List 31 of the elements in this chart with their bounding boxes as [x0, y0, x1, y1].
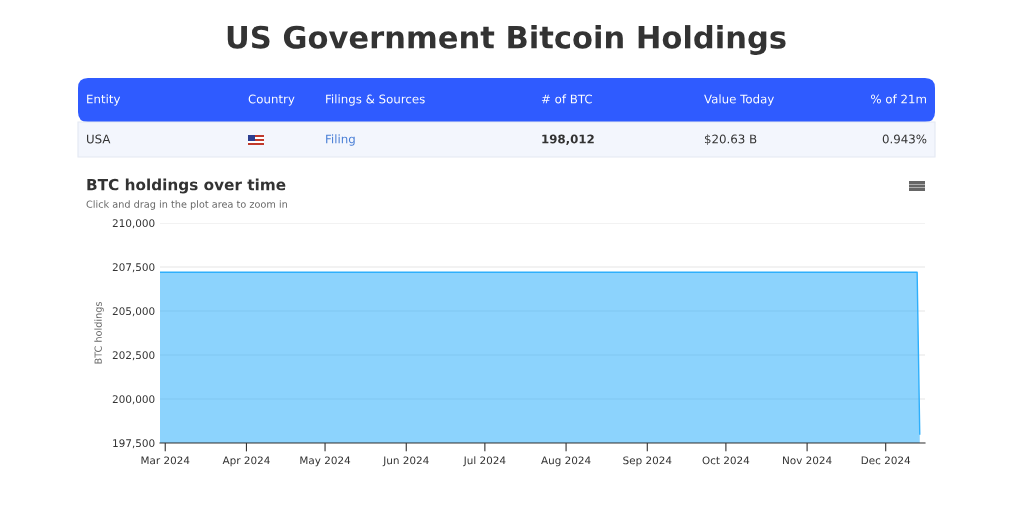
- text: Filing: [326, 134, 355, 146]
- text: 198,012: [542, 134, 594, 145]
- y-tick-label: 202,500: [112, 351, 155, 361]
- text: $20.63 B: [704, 134, 757, 145]
- x-tick-label: Nov 2024: [783, 456, 832, 465]
- x-tick-label: Mar 2024: [141, 456, 190, 465]
- x-tick-label: Sep 2024: [623, 456, 672, 467]
- x-tick-label: Jul 2024: [463, 456, 506, 467]
- category-label: Filings & Sources: [326, 94, 425, 106]
- x-tick-label: May 2024: [300, 456, 351, 467]
- category-label: # of BTC: [541, 94, 592, 104]
- text: USA: [87, 134, 111, 144]
- text: US Government Bitcoin Holdings: [227, 25, 786, 55]
- category-label: Country: [248, 94, 295, 106]
- chart-subtitle: Click and drag in the plot area to zoom in: [86, 200, 287, 210]
- y-tick-label: 210,000: [112, 219, 155, 229]
- chart-title: BTC holdings over time: [87, 178, 286, 194]
- x-tick-label: Apr 2024: [222, 456, 270, 467]
- y-tick-label: 205,000: [112, 307, 155, 317]
- category-label: Value Today: [704, 94, 774, 106]
- category-label: Entity: [87, 94, 121, 106]
- x-tick-label: Jun 2024: [382, 456, 429, 467]
- category-label: % of 21m: [871, 94, 926, 104]
- y-tick-label: 207,500: [112, 263, 155, 273]
- x-tick-label: Oct 2024: [702, 456, 750, 465]
- y-tick-label: 200,000: [112, 395, 155, 405]
- x-tick-label: Dec 2024: [861, 456, 911, 465]
- x-tick-label: Aug 2024: [541, 456, 591, 467]
- text: 0.943%: [882, 134, 927, 144]
- y-axis-title: BTC holdings: [94, 301, 104, 364]
- y-tick-label: 197,500: [113, 439, 155, 449]
